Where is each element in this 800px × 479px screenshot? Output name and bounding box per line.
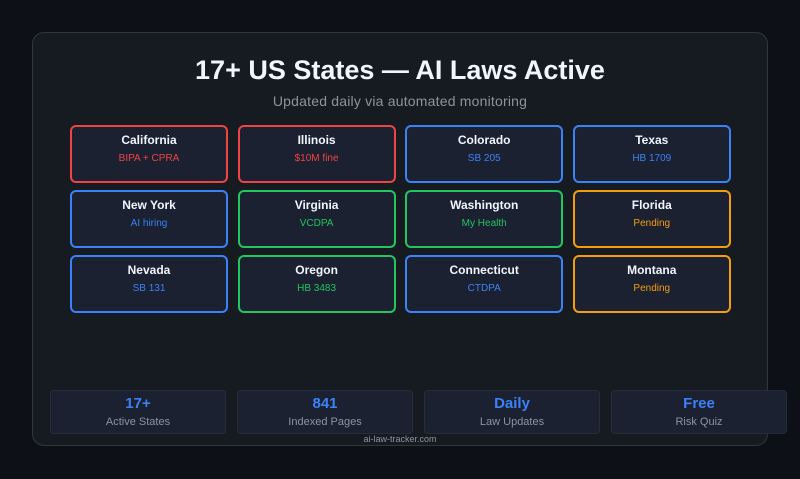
state-name: Texas (635, 133, 669, 147)
state-law: BIPA + CPRA (118, 153, 180, 164)
state-law: AI hiring (130, 218, 168, 229)
state-name: California (121, 133, 177, 147)
state-law: My Health (461, 218, 507, 229)
state-law: CTDPA (467, 283, 501, 294)
state-law: $10M fine (294, 153, 339, 164)
state-card-florida[interactable]: Florida Pending (572, 190, 731, 248)
stat-label: Law Updates (479, 416, 545, 428)
state-law: HB 3483 (297, 283, 337, 294)
state-law: VCDPA (299, 218, 334, 229)
state-law: SB 205 (467, 153, 501, 164)
state-name: Washington (450, 198, 519, 212)
stat-law-updates: Daily Law Updates (424, 390, 600, 434)
state-card-oregon[interactable]: Oregon HB 3483 (237, 255, 396, 313)
state-card-washington[interactable]: Washington My Health (405, 190, 564, 248)
page-title: 17+ US States — AI Laws Active (195, 55, 605, 85)
stat-value: Free (683, 395, 715, 412)
state-card-texas[interactable]: Texas HB 1709 (572, 125, 731, 183)
footer-domain[interactable]: ai-law-tracker.com (363, 434, 437, 444)
state-name: Illinois (297, 133, 336, 147)
state-card-nevada[interactable]: Nevada SB 131 (70, 255, 228, 313)
state-name: Florida (631, 198, 672, 212)
state-law: HB 1709 (632, 153, 672, 164)
state-card-california[interactable]: California BIPA + CPRA (70, 125, 228, 183)
state-law: Pending (633, 218, 671, 229)
stat-value: 841 (312, 395, 338, 412)
stat-label: Active States (105, 416, 171, 428)
stat-risk-quiz[interactable]: Free Risk Quiz (611, 390, 787, 434)
state-name: Nevada (127, 263, 171, 277)
state-name: Connecticut (449, 263, 519, 277)
state-law: SB 131 (132, 283, 166, 294)
stats-row: 17+ Active States 841 Indexed Pages Dail… (50, 390, 787, 434)
state-law: Pending (633, 283, 671, 294)
stat-value: 17+ (125, 395, 151, 412)
state-card-virginia[interactable]: Virginia VCDPA (237, 190, 396, 248)
stat-active-states: 17+ Active States (50, 390, 226, 434)
state-name: Oregon (295, 263, 338, 277)
state-card-montana[interactable]: Montana Pending (572, 255, 731, 313)
state-card-new-york[interactable]: New York AI hiring (70, 190, 228, 248)
stat-label: Indexed Pages (288, 416, 362, 428)
state-grid: California BIPA + CPRA Illinois $10M fin… (70, 125, 731, 313)
state-card-illinois[interactable]: Illinois $10M fine (237, 125, 396, 183)
state-name: Virginia (294, 198, 339, 212)
stat-indexed-pages: 841 Indexed Pages (237, 390, 413, 434)
state-card-colorado[interactable]: Colorado SB 205 (405, 125, 564, 183)
state-card-connecticut[interactable]: Connecticut CTDPA (405, 255, 564, 313)
stat-label: Risk Quiz (675, 416, 723, 428)
state-name: New York (122, 198, 176, 212)
page-subtitle: Updated daily via automated monitoring (272, 93, 528, 109)
state-name: Montana (627, 263, 677, 277)
state-name: Colorado (457, 133, 511, 147)
stat-value: Daily (494, 395, 530, 412)
